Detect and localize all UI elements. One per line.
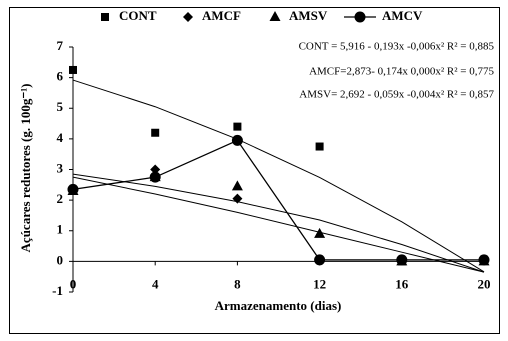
point-diamond: [232, 193, 243, 204]
legend-label: AMSV: [289, 8, 328, 23]
point-triangle: [269, 11, 281, 21]
y-axis-title: Açúcares redutores (g. 100g⁻¹): [18, 84, 33, 253]
point-square: [151, 128, 160, 137]
point-triangle: [314, 227, 326, 238]
x-tick-label: 12: [313, 276, 326, 291]
point-square: [69, 65, 77, 74]
point-diamond: [183, 12, 193, 22]
point-circle: [314, 254, 326, 266]
point-diamond: [150, 164, 161, 175]
point-circle: [231, 134, 243, 146]
trend-line: [72, 173, 485, 273]
point-circle: [67, 183, 79, 195]
trend-line: [72, 176, 485, 273]
legend-label: CONT: [119, 8, 157, 23]
point-square: [233, 122, 242, 131]
series-line: [72, 139, 484, 261]
point-triangle: [231, 180, 243, 191]
legend-label: AMCV: [382, 8, 423, 23]
y-tick-label: 0: [57, 252, 64, 267]
point-circle: [396, 254, 408, 266]
y-tick-label: 2: [57, 191, 64, 206]
point-square: [101, 13, 109, 21]
y-tick-label: 7: [57, 38, 64, 53]
equation-annotation: AMCF=2,873- 0,174x 0,000x² R² = 0,775: [309, 66, 494, 78]
chart-frame: [9, 7, 500, 334]
y-tick-label: 3: [57, 160, 64, 175]
x-tick-label: 16: [395, 276, 409, 291]
equation-annotation: AMSV= 2,692 - 0,059x -0,004x² R² = 0,857: [299, 89, 494, 101]
point-square: [315, 142, 324, 151]
y-tick-label: 4: [57, 130, 64, 145]
x-tick-label: 20: [478, 276, 491, 291]
y-tick-label: 5: [57, 99, 64, 114]
x-tick-label: 8: [234, 276, 241, 291]
legend-label: AMCF: [202, 8, 241, 23]
equation-annotation: CONT = 5,916 - 0,193x -0,006x² R² = 0,88…: [299, 41, 495, 53]
x-axis-title: Armazenamento (dias): [215, 298, 342, 313]
point-circle: [149, 171, 161, 183]
point-circle: [478, 254, 490, 266]
y-tick-label: 1: [57, 222, 64, 237]
x-tick-label: 4: [152, 276, 159, 291]
y-tick-label: -1: [52, 283, 63, 298]
point-circle: [354, 11, 366, 23]
x-tick-label: 0: [70, 276, 77, 291]
y-tick-label: 6: [57, 69, 64, 84]
trend-line: [72, 79, 485, 273]
